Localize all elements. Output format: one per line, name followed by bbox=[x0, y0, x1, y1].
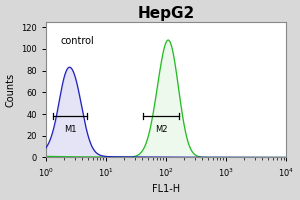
X-axis label: FL1-H: FL1-H bbox=[152, 184, 180, 194]
Text: M1: M1 bbox=[64, 125, 76, 134]
Y-axis label: Counts: Counts bbox=[6, 73, 16, 107]
Title: HepG2: HepG2 bbox=[137, 6, 195, 21]
Text: control: control bbox=[61, 36, 95, 46]
Text: M2: M2 bbox=[155, 125, 168, 134]
